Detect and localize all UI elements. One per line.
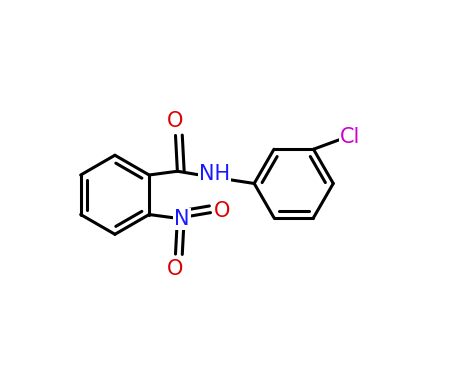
Text: Cl: Cl xyxy=(340,127,361,147)
Text: NH: NH xyxy=(199,164,230,184)
Text: O: O xyxy=(167,111,184,131)
Text: N: N xyxy=(174,209,190,229)
Text: O: O xyxy=(167,259,184,279)
Text: O: O xyxy=(213,201,230,221)
